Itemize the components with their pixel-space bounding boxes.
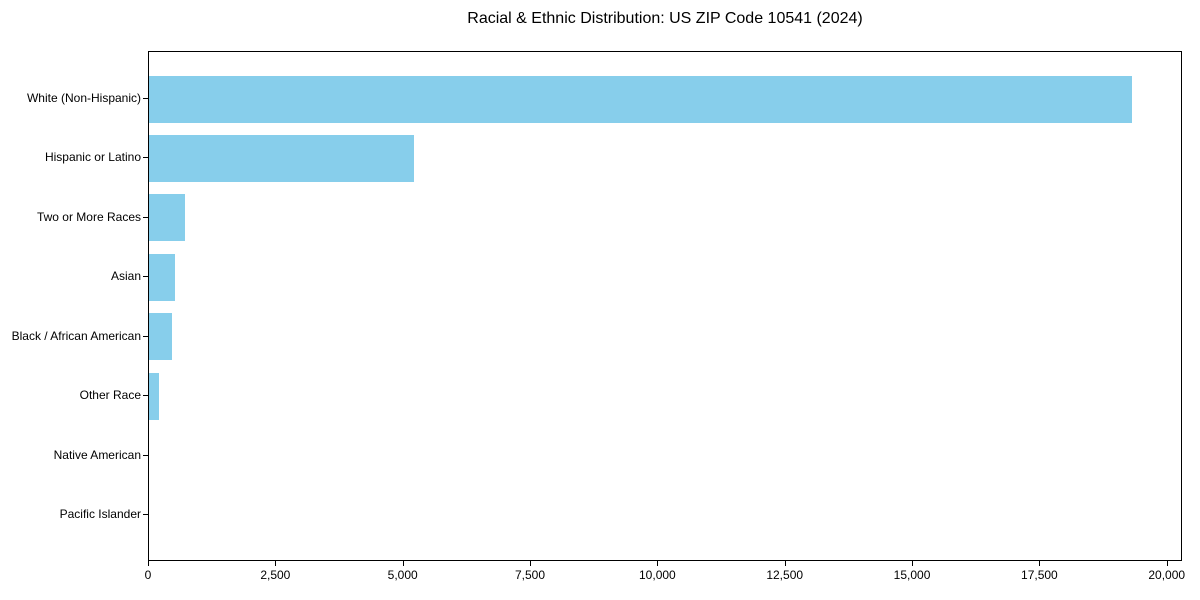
x-tick — [148, 561, 149, 566]
y-tick — [143, 98, 148, 99]
x-tick-label: 0 — [144, 568, 152, 582]
x-tick — [402, 561, 404, 566]
bar — [149, 313, 173, 361]
x-tick — [657, 561, 659, 566]
x-tick-label: 7,500 — [515, 568, 546, 582]
y-tick-label: Asian — [110, 269, 141, 284]
y-tick-label: Two or More Races — [36, 209, 141, 224]
x-tick-label: 12,500 — [766, 568, 804, 582]
y-tick — [143, 395, 148, 397]
x-tick-label: 2,500 — [260, 568, 291, 582]
x-tick-label: 20,000 — [1148, 568, 1186, 582]
bar — [149, 372, 159, 420]
bar — [149, 194, 185, 242]
x-tick — [912, 561, 914, 566]
x-tick — [1166, 561, 1168, 566]
y-tick-label: Pacific Islander — [59, 507, 141, 521]
chart-title: Racial & Ethnic Distribution: US ZIP Cod… — [467, 10, 863, 27]
y-tick-label: Native American — [53, 447, 141, 462]
y-tick — [143, 454, 148, 456]
x-tick — [275, 561, 277, 566]
x-tick — [1039, 561, 1041, 566]
x-tick-label: 17,500 — [1021, 568, 1058, 582]
x-tick — [530, 561, 532, 566]
y-tick — [143, 335, 148, 337]
bar — [149, 75, 1133, 123]
y-tick — [143, 276, 148, 278]
bar — [149, 253, 176, 301]
x-tick — [784, 561, 786, 566]
y-tick-label: White (Non-Hispanic) — [26, 91, 141, 105]
y-tick-label: Hispanic or Latino — [44, 150, 141, 165]
y-tick-label: Other Race — [79, 388, 141, 403]
plot-area — [148, 51, 1182, 561]
y-tick-label: Black / African American — [11, 328, 141, 343]
y-tick — [143, 157, 148, 159]
x-tick-label: 15,000 — [893, 568, 931, 582]
bar — [149, 134, 414, 182]
y-tick — [143, 216, 148, 218]
y-tick — [143, 514, 148, 515]
x-tick-label: 5,000 — [387, 568, 418, 582]
x-tick-label: 10,000 — [639, 568, 676, 582]
